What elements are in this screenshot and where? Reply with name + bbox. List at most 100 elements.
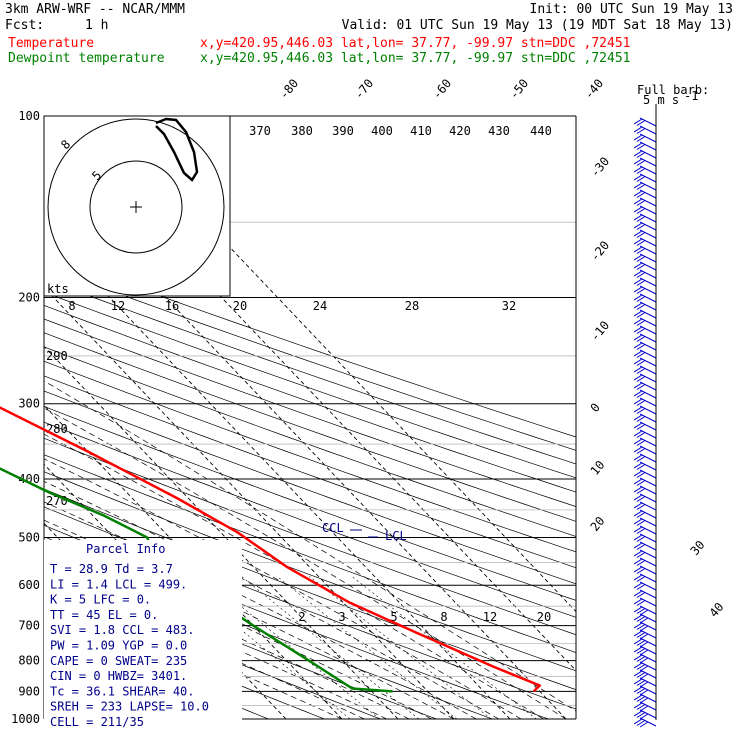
wind-barb-feather (633, 414, 643, 421)
wind-barb-feather (636, 384, 646, 390)
wind-barb (633, 605, 657, 616)
wind-barb-shaft (639, 421, 657, 431)
wind-barb (633, 285, 657, 295)
dry-adiabat-line (44, 305, 576, 493)
wind-barb-feather (633, 486, 643, 493)
dewpoint-profile (0, 467, 393, 693)
speed-tick-label: 32 (502, 299, 516, 313)
wind-barb (633, 213, 657, 223)
wind-barb-feather (633, 686, 643, 693)
dry-adiabat-line (44, 291, 576, 479)
wind-barb (633, 461, 657, 471)
wind-barb (633, 381, 657, 391)
wind-barb-feather (636, 320, 646, 326)
wind-barb-feather (636, 504, 646, 510)
wind-barb-shaft (639, 557, 657, 567)
moist-adiabat-line (44, 588, 343, 719)
wind-barb (633, 717, 657, 728)
wind-barb-shaft (639, 597, 657, 607)
wind-barb-feather (633, 222, 643, 229)
dry-adiabat-line (44, 253, 576, 438)
wind-barb-feather (636, 440, 646, 446)
wind-barb (633, 525, 657, 535)
wind-barb (633, 573, 657, 583)
wind-barb-feather (633, 438, 643, 445)
wind-barb-feather (633, 334, 643, 341)
wind-barb-feather (636, 176, 646, 182)
wind-barb-shaft (639, 389, 657, 399)
wind-barb-shaft (639, 429, 657, 439)
parcel-info-row: CAPE = 0 SWEAT= 235 (50, 654, 187, 668)
wind-barb (633, 197, 657, 207)
wind-barb-feather (633, 678, 643, 685)
mixing-ratio-label: 5 (390, 610, 397, 624)
wind-barb-shaft (639, 229, 657, 239)
mixing-ratio-labels: 2 3 5 8 12 20 (298, 610, 551, 624)
isotherm-label: 20 (588, 514, 608, 534)
mixing-ratio-line (309, 576, 492, 719)
wind-barb-shaft (639, 293, 657, 303)
wind-barb-feather (633, 206, 643, 213)
wind-barb-shaft (639, 149, 657, 159)
full-barb-units-exponent: -1 (684, 89, 698, 103)
moist-adiabat-line (44, 536, 432, 719)
wind-barb (633, 445, 657, 455)
wind-barb (633, 181, 657, 191)
wind-barb-feather (633, 406, 643, 413)
wind-barb (633, 317, 657, 327)
forecast-hour: 1 h (85, 18, 108, 33)
wind-barb-shaft (639, 397, 657, 407)
wind-barb-feather (633, 270, 643, 277)
wind-barb-feather (633, 118, 643, 125)
wind-barb-shaft (639, 541, 657, 551)
wind-barb (633, 517, 657, 527)
wind-barb-feather (636, 536, 646, 542)
wind-barb-feather (636, 704, 646, 710)
theta-label: 370 (249, 124, 271, 138)
wind-barb-shaft (639, 189, 657, 199)
theta-label: 440 (530, 124, 552, 138)
dry-adiabat-label: 280 (46, 422, 68, 436)
wind-barb-shaft (639, 501, 657, 511)
wind-barb-feather (636, 496, 646, 502)
wind-barb-feather (636, 208, 646, 214)
wind-barb (633, 549, 657, 559)
parcel-info-row: CIN = 0 HWBZ= 3401. (50, 669, 187, 683)
moist-adiabat-line (44, 458, 522, 719)
wind-barb-feather (633, 606, 643, 613)
wind-barb (633, 221, 657, 231)
wind-barb (633, 205, 657, 215)
isotherm-line (44, 227, 511, 719)
wind-barb-feather (636, 328, 646, 334)
wind-barb-feather (636, 144, 646, 150)
wind-barb (633, 117, 657, 127)
wind-barb-feather (633, 590, 643, 597)
wind-barb-feather (636, 624, 646, 630)
wind-barb (633, 629, 657, 640)
wind-barb-feather (636, 488, 646, 494)
wind-barb (633, 429, 657, 439)
wind-barb-shaft (639, 341, 657, 351)
wind-barb (633, 581, 657, 591)
dry-adiabat-line (44, 346, 576, 537)
wind-barb (633, 709, 657, 720)
wind-barb-feather (633, 310, 643, 317)
wind-barb-feather (636, 592, 646, 598)
wind-barb-feather (636, 552, 646, 558)
wind-barb-feather (636, 240, 646, 246)
init-time: Init: 00 UTC Sun 19 May 13 (530, 2, 734, 17)
location-temperature: x,y=420.95,446.03 lat,lon= 37.77, -99.97… (200, 36, 630, 51)
wind-barb-shaft (639, 261, 657, 271)
mixing-ratio-line (276, 576, 458, 719)
dry-adiabat-line (44, 454, 576, 653)
wind-barb-feather (633, 278, 643, 285)
wind-barb (633, 349, 657, 359)
wind-barb-feather (636, 480, 646, 486)
dry-adiabat-line (44, 488, 576, 691)
wind-barb-feather (633, 502, 643, 509)
wind-barb-feather (636, 392, 646, 398)
wind-barb-shaft (639, 493, 657, 503)
wind-barb (633, 493, 657, 503)
